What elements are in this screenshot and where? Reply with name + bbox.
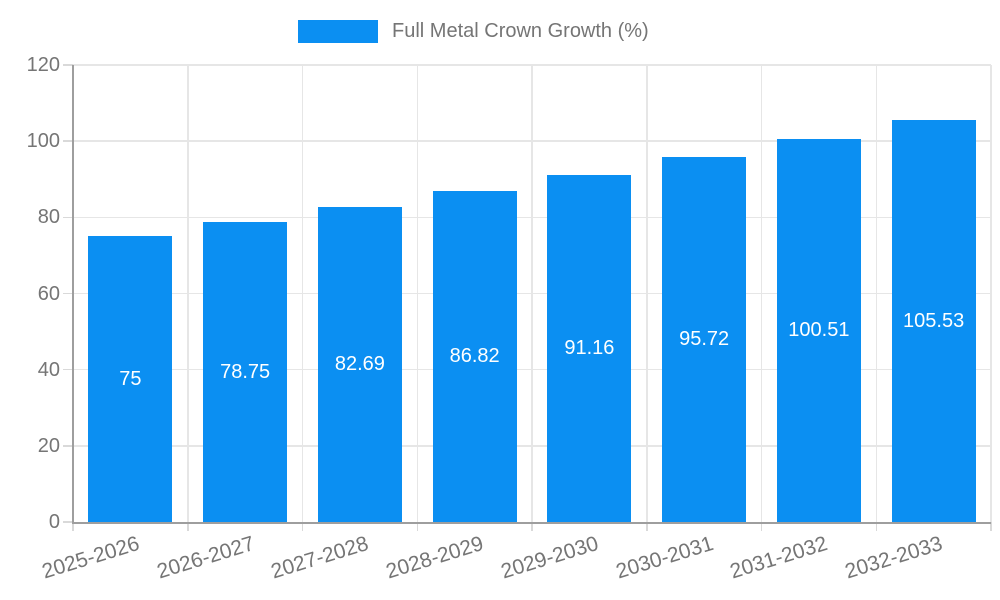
y-tick-mark	[63, 521, 73, 523]
bar-value-label: 78.75	[220, 360, 271, 383]
x-tick-label: 2028-2029	[383, 532, 487, 584]
v-gridline	[301, 65, 304, 522]
bar: 82.69	[317, 207, 402, 522]
y-tick-mark	[63, 140, 73, 142]
bar-value-label: 82.69	[334, 353, 385, 376]
bar-value-label: 91.16	[564, 336, 615, 359]
v-gridline	[416, 65, 418, 522]
x-tick-label: 2031-2032	[727, 532, 831, 584]
x-tick-mark	[187, 522, 189, 531]
legend-swatch	[298, 20, 378, 43]
legend-item[interactable]: Full Metal Crown Growth (%)	[298, 20, 649, 43]
x-tick-mark	[531, 522, 533, 531]
bar: 86.82	[432, 191, 517, 522]
y-tick-label: 80	[37, 206, 60, 229]
v-gridline	[646, 65, 648, 522]
y-tick-label: 60	[37, 282, 60, 305]
x-tick-mark	[990, 522, 992, 531]
bar-value-label: 95.72	[679, 328, 730, 351]
x-tick-mark	[301, 522, 304, 531]
x-tick-label: 2029-2030	[498, 532, 602, 584]
v-gridline	[875, 65, 877, 522]
bar: 100.51	[776, 139, 861, 522]
bar-value-label: 86.82	[449, 345, 500, 368]
v-gridline	[990, 65, 992, 522]
x-axis-line	[72, 522, 991, 524]
y-tick-label: 20	[37, 434, 60, 457]
x-tick-mark	[875, 522, 877, 531]
x-tick-mark	[760, 522, 763, 531]
bar: 75	[88, 236, 173, 522]
y-tick-mark	[63, 216, 73, 219]
y-tick-label: 120	[26, 54, 60, 76]
bar-value-label: 100.51	[788, 319, 850, 342]
x-tick-mark	[646, 522, 648, 531]
y-tick-mark	[63, 445, 73, 447]
legend-label: Full Metal Crown Growth (%)	[392, 20, 649, 42]
bar: 105.53	[891, 120, 976, 522]
v-gridline	[531, 65, 533, 522]
x-tick-label: 2032-2033	[842, 532, 946, 584]
bar-value-label: 105.53	[903, 309, 965, 332]
v-gridline	[187, 65, 189, 522]
bar: 78.75	[203, 222, 288, 522]
x-tick-label: 2027-2028	[268, 532, 372, 584]
y-tick-label: 0	[48, 511, 60, 533]
x-tick-mark	[72, 522, 74, 531]
y-tick-mark	[63, 292, 73, 295]
x-tick-label: 2026-2027	[154, 532, 257, 584]
x-tick-mark	[416, 522, 418, 531]
x-tick-label: 2025-2026	[39, 532, 143, 584]
y-tick-label: 40	[37, 358, 60, 381]
bar: 91.16	[547, 174, 632, 522]
y-axis-line	[72, 65, 74, 522]
y-tick-label: 100	[26, 130, 60, 153]
bar-value-label: 75	[119, 367, 142, 390]
v-gridline	[760, 65, 763, 522]
y-tick-mark	[63, 64, 73, 66]
y-tick-mark	[63, 368, 73, 371]
bar: 95.72	[662, 157, 747, 522]
x-tick-label: 2030-2031	[613, 532, 716, 584]
